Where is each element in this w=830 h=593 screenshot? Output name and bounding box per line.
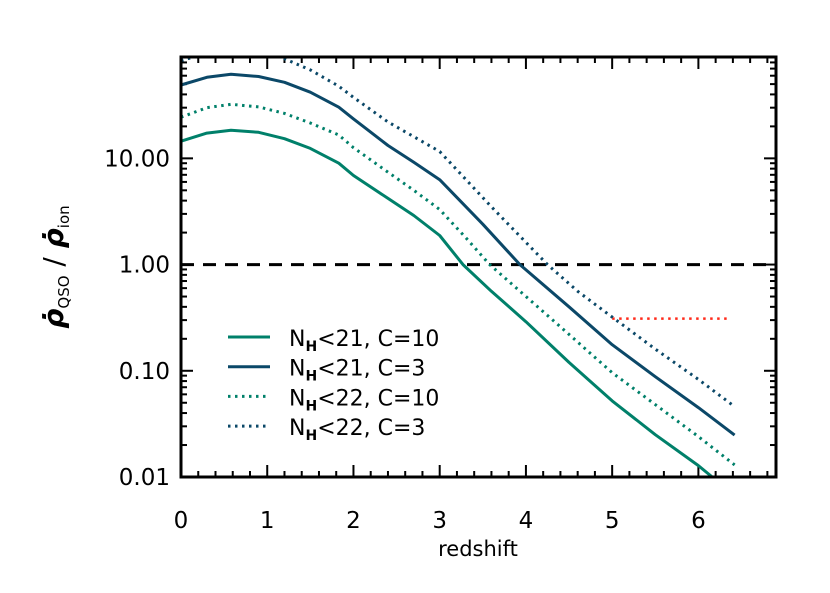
- y-label-numerator-sub: QSO: [55, 275, 73, 308]
- legend-label-3: NH<22, C=10: [289, 386, 439, 414]
- axis-ticks: [180, 56, 776, 478]
- y-axis-label: ρ̇QSO / ρ̇ion: [37, 205, 73, 328]
- x-axis-label: redshift: [438, 537, 518, 561]
- series-line-3: [181, 102, 736, 467]
- x-tick-label: 3: [432, 508, 447, 534]
- series-line-1: [181, 128, 714, 477]
- legend-label-1: NH<21, C=10: [289, 327, 439, 355]
- y-label-denominator-sub: ion: [55, 205, 73, 228]
- x-tick-label: 1: [260, 508, 275, 534]
- y-tick-label: 0.01: [119, 465, 170, 491]
- plot-frame: [179, 55, 778, 479]
- x-tick-label: 0: [174, 508, 189, 534]
- y-label-separator: /: [37, 248, 70, 275]
- legend-label-4: NH<22, C=3: [289, 416, 425, 444]
- y-tick-label: 1.00: [119, 253, 170, 279]
- y-label-denominator: ρ̇: [37, 228, 70, 248]
- x-tick-label: 2: [346, 508, 361, 534]
- y-tick-labels: 0.01 0.10 1.00 10.00: [104, 146, 170, 491]
- y-label-numerator: ρ̇: [37, 309, 70, 329]
- legend-label-2: NH<21, C=3: [289, 357, 425, 385]
- x-tick-label: 5: [605, 508, 620, 534]
- series-group: [181, 57, 776, 477]
- x-tick-label: 4: [519, 508, 534, 534]
- x-tick-label: 6: [691, 508, 706, 534]
- y-tick-label: 10.00: [104, 146, 170, 172]
- x-tick-labels: 0 1 2 3 4 5 6: [174, 508, 706, 534]
- y-tick-label: 0.10: [119, 359, 170, 385]
- series-line-2: [181, 72, 736, 437]
